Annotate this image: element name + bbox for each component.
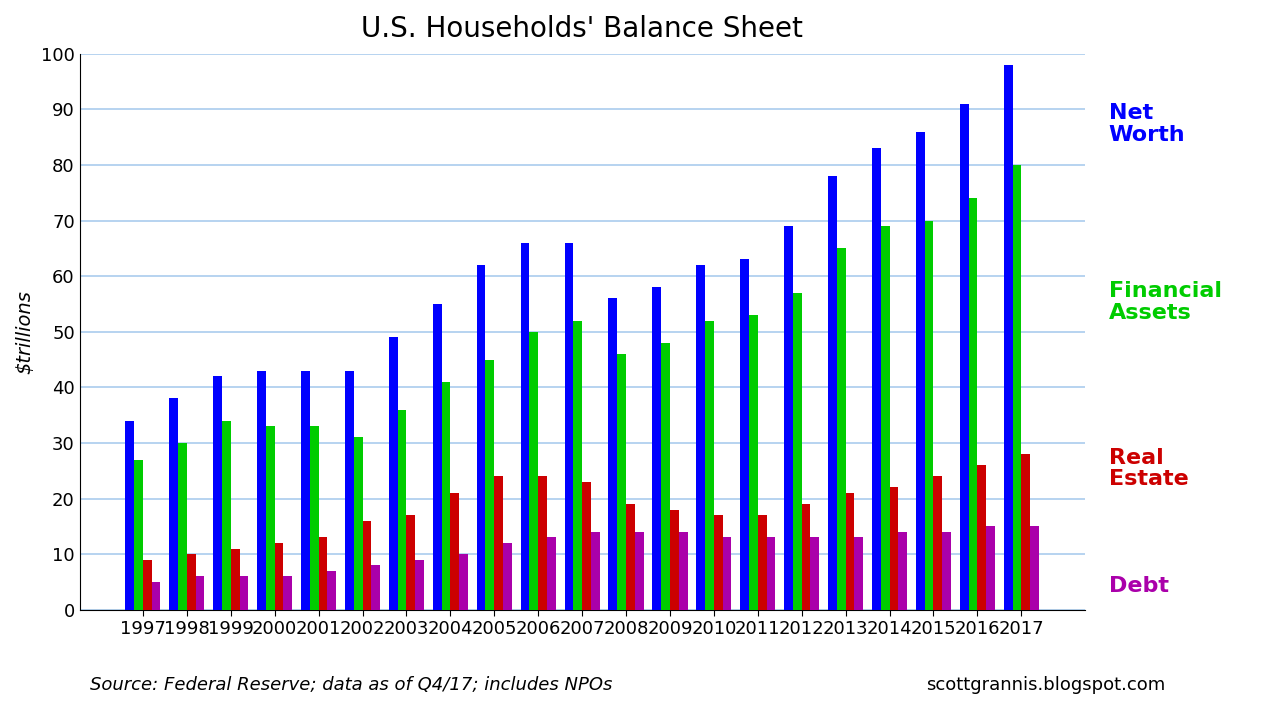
- Bar: [766, 537, 775, 610]
- Bar: [372, 565, 381, 610]
- Bar: [170, 398, 177, 610]
- Text: Source: Federal Reserve; data as of Q4/17; includes NPOs: Source: Federal Reserve; data as of Q4/1…: [90, 676, 612, 694]
- Bar: [986, 526, 995, 610]
- Bar: [547, 537, 556, 610]
- Bar: [916, 131, 925, 610]
- Bar: [723, 537, 732, 610]
- Bar: [222, 421, 230, 610]
- Bar: [257, 371, 266, 610]
- Bar: [213, 376, 222, 610]
- Bar: [143, 559, 152, 610]
- Bar: [301, 371, 310, 610]
- Bar: [486, 359, 494, 610]
- Bar: [943, 532, 952, 610]
- Bar: [177, 443, 186, 610]
- Bar: [415, 559, 424, 610]
- Bar: [881, 226, 890, 610]
- Bar: [406, 515, 415, 610]
- Bar: [230, 549, 239, 610]
- Text: scottgrannis.blogspot.com: scottgrannis.blogspot.com: [926, 676, 1165, 694]
- Y-axis label: $trillions: $trillions: [15, 290, 33, 373]
- Bar: [696, 265, 705, 610]
- Bar: [757, 515, 766, 610]
- Bar: [890, 488, 899, 610]
- Bar: [1030, 526, 1039, 610]
- Bar: [354, 437, 363, 610]
- Bar: [328, 571, 336, 610]
- Bar: [925, 221, 934, 610]
- Bar: [388, 337, 397, 610]
- Bar: [784, 226, 793, 610]
- Bar: [310, 426, 319, 610]
- Text: Debt: Debt: [1109, 576, 1169, 596]
- Bar: [397, 410, 406, 610]
- Bar: [583, 482, 590, 610]
- Bar: [968, 198, 977, 610]
- Bar: [959, 104, 968, 610]
- Bar: [679, 532, 688, 610]
- Bar: [608, 298, 617, 610]
- Bar: [652, 288, 661, 610]
- Bar: [152, 582, 161, 610]
- Bar: [810, 537, 819, 610]
- Bar: [574, 321, 583, 610]
- Text: Real
Estate: Real Estate: [1109, 448, 1188, 489]
- Bar: [494, 476, 503, 610]
- Bar: [934, 476, 943, 610]
- Bar: [661, 343, 670, 610]
- Bar: [854, 537, 863, 610]
- Text: Financial
Assets: Financial Assets: [1109, 281, 1222, 322]
- Bar: [345, 371, 354, 610]
- Bar: [134, 459, 143, 610]
- Bar: [441, 382, 450, 610]
- Title: U.S. Households' Balance Sheet: U.S. Households' Balance Sheet: [361, 15, 802, 43]
- Bar: [828, 176, 837, 610]
- Bar: [748, 315, 757, 610]
- Bar: [538, 476, 547, 610]
- Bar: [503, 543, 512, 610]
- Bar: [590, 532, 599, 610]
- Bar: [1003, 65, 1012, 610]
- Bar: [433, 304, 441, 610]
- Bar: [186, 555, 195, 610]
- Bar: [626, 504, 635, 610]
- Bar: [872, 148, 881, 610]
- Bar: [275, 543, 283, 610]
- Bar: [741, 259, 748, 610]
- Bar: [714, 515, 723, 610]
- Bar: [705, 321, 714, 610]
- Bar: [977, 465, 986, 610]
- Bar: [846, 493, 854, 610]
- Bar: [565, 243, 574, 610]
- Bar: [450, 493, 459, 610]
- Bar: [363, 521, 372, 610]
- Bar: [793, 293, 801, 610]
- Bar: [283, 577, 292, 610]
- Bar: [459, 555, 468, 610]
- Bar: [521, 243, 530, 610]
- Bar: [1021, 454, 1030, 610]
- Bar: [530, 332, 538, 610]
- Bar: [670, 510, 679, 610]
- Bar: [319, 537, 328, 610]
- Bar: [477, 265, 486, 610]
- Bar: [195, 577, 204, 610]
- Bar: [801, 504, 810, 610]
- Text: Net
Worth: Net Worth: [1109, 104, 1186, 145]
- Bar: [617, 354, 626, 610]
- Bar: [899, 532, 907, 610]
- Bar: [266, 426, 275, 610]
- Bar: [125, 421, 134, 610]
- Bar: [635, 532, 643, 610]
- Bar: [1012, 165, 1021, 610]
- Bar: [239, 577, 248, 610]
- Bar: [837, 248, 846, 610]
